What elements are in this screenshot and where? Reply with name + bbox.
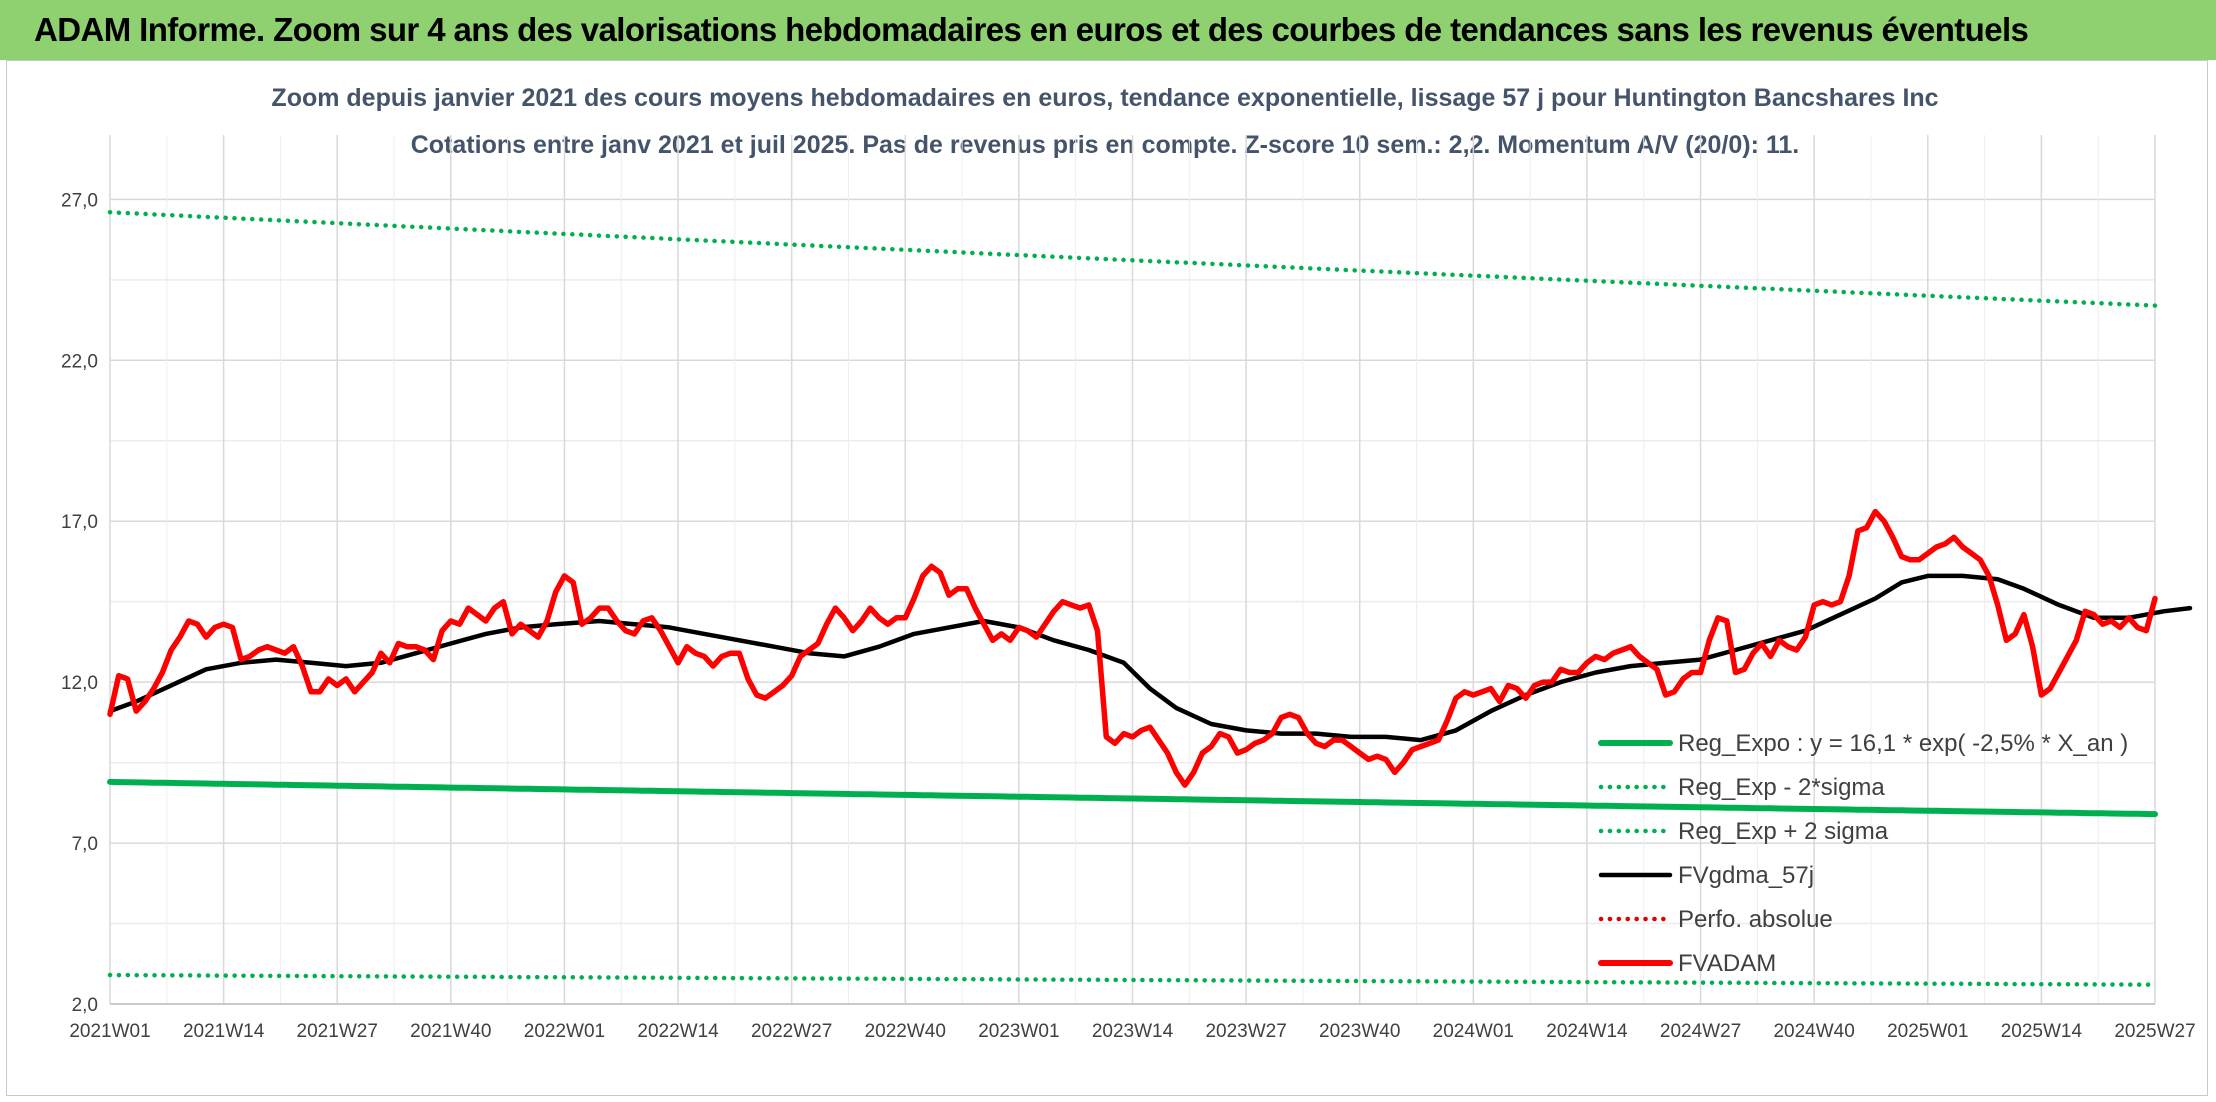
y-tick-label: 27,0 [61,190,98,211]
legend-reg-exp-plus-label: Reg_Exp + 2 sigma [1678,818,1889,845]
chart-frame: Zoom depuis janvier 2021 des cours moyen… [6,60,2208,1096]
x-tick-label: 2022W01 [524,1021,605,1042]
gridlines [109,135,2156,1005]
x-tick-label: 2023W40 [1319,1021,1400,1042]
reg-expo-line [107,778,2158,818]
x-tick-label: 2023W27 [1205,1021,1286,1042]
chart-title-line-2: Cotations entre janv 2021 et juil 2025. … [411,131,1799,159]
x-tick-label: 2021W40 [410,1021,491,1042]
x-tick-label: 2025W14 [2001,1021,2083,1042]
x-tick-label: 2024W01 [1433,1021,1514,1042]
x-tick-label: 2021W14 [183,1021,265,1042]
axis-ticks: 2,0 7,0 12,0 17,0 22,0 27,0 2021W01 2021W14 2021… [61,190,2196,1042]
reg-exp-plus-2sigma-line [107,209,2158,308]
x-tick-label: 2025W01 [1887,1021,1968,1042]
legend-fvadam-label: FVADAM [1678,950,1776,977]
x-tick-label: 2023W14 [1092,1021,1174,1042]
x-tick-label: 2022W14 [637,1021,719,1042]
report-banner: ADAM Informe. Zoom sur 4 ans des valoris… [0,0,2216,60]
y-tick-label: 7,0 [72,834,98,855]
y-tick-label: 17,0 [61,512,98,533]
legend-reg-expo-label: Reg_Expo : y = 16,1 * exp( -2,5% * X_an … [1678,730,2128,757]
fvadam-line [107,508,2158,788]
chart-svg: Zoom depuis janvier 2021 des cours moyen… [61,84,2196,1042]
y-tick-label: 12,0 [61,673,98,694]
x-tick-label: 2022W27 [751,1021,832,1042]
legend-reg-exp-minus-label: Reg_Exp - 2*sigma [1678,774,1885,801]
fvgdma-57j-line [107,573,2193,743]
x-tick-label: 2025W27 [2114,1021,2195,1042]
legend-perfo-absolue-label: Perfo. absolue [1678,906,1833,933]
y-tick-label: 2,0 [72,995,98,1016]
reg-exp-minus-2sigma-line [107,972,2158,987]
series-lines [107,209,2193,987]
x-tick-label: 2022W40 [865,1021,946,1042]
legend: Reg_Expo : y = 16,1 * exp( -2,5% * X_an … [1598,730,2128,977]
y-tick-label: 22,0 [61,351,98,372]
legend-fvgdma-label: FVgdma_57j [1678,862,1814,889]
x-tick-label: 2024W14 [1546,1021,1628,1042]
x-tick-label: 2024W27 [1660,1021,1741,1042]
x-tick-label: 2024W40 [1773,1021,1854,1042]
x-tick-label: 2021W27 [297,1021,378,1042]
chart-title-line-1: Zoom depuis janvier 2021 des cours moyen… [271,84,1938,112]
x-tick-label: 2021W01 [69,1021,150,1042]
x-tick-label: 2023W01 [978,1021,1059,1042]
banner-title: ADAM Informe. Zoom sur 4 ans des valoris… [34,11,2029,48]
